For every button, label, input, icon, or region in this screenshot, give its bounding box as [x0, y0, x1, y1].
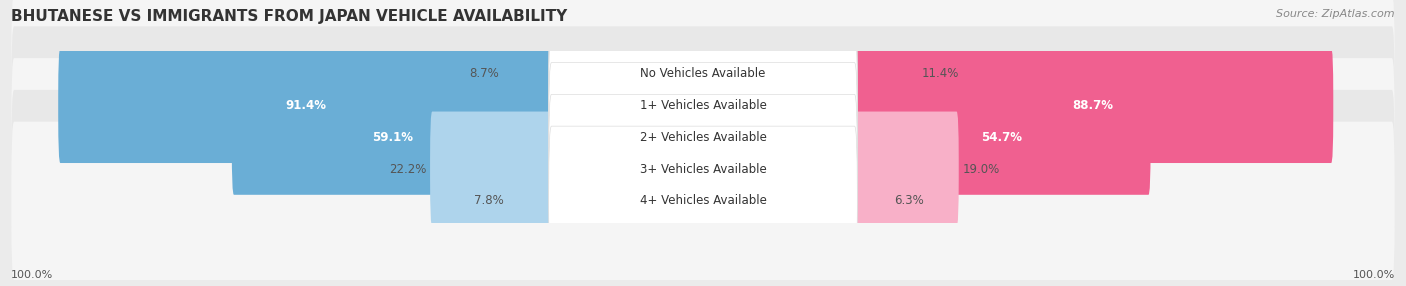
- FancyBboxPatch shape: [852, 112, 959, 227]
- FancyBboxPatch shape: [548, 126, 858, 275]
- FancyBboxPatch shape: [232, 80, 554, 195]
- Text: 91.4%: 91.4%: [285, 99, 326, 112]
- FancyBboxPatch shape: [11, 26, 1395, 185]
- FancyBboxPatch shape: [11, 58, 1395, 217]
- FancyBboxPatch shape: [11, 0, 1395, 153]
- FancyBboxPatch shape: [852, 16, 918, 131]
- FancyBboxPatch shape: [11, 122, 1395, 280]
- Text: 88.7%: 88.7%: [1073, 99, 1114, 112]
- Text: 7.8%: 7.8%: [474, 194, 503, 207]
- Text: 11.4%: 11.4%: [921, 67, 959, 80]
- FancyBboxPatch shape: [548, 94, 858, 244]
- FancyBboxPatch shape: [852, 80, 1150, 195]
- FancyBboxPatch shape: [11, 90, 1395, 248]
- FancyBboxPatch shape: [548, 31, 858, 180]
- Text: 22.2%: 22.2%: [389, 162, 426, 176]
- Text: 4+ Vehicles Available: 4+ Vehicles Available: [640, 194, 766, 207]
- Text: 59.1%: 59.1%: [373, 131, 413, 144]
- Text: 2+ Vehicles Available: 2+ Vehicles Available: [640, 131, 766, 144]
- Text: 54.7%: 54.7%: [981, 131, 1022, 144]
- FancyBboxPatch shape: [508, 143, 554, 258]
- Text: Source: ZipAtlas.com: Source: ZipAtlas.com: [1277, 9, 1395, 19]
- FancyBboxPatch shape: [58, 48, 554, 163]
- Text: 19.0%: 19.0%: [962, 162, 1000, 176]
- Text: 1+ Vehicles Available: 1+ Vehicles Available: [640, 99, 766, 112]
- FancyBboxPatch shape: [430, 112, 554, 227]
- Text: No Vehicles Available: No Vehicles Available: [640, 67, 766, 80]
- Text: 6.3%: 6.3%: [894, 194, 924, 207]
- Text: 100.0%: 100.0%: [1353, 270, 1395, 280]
- Text: 3+ Vehicles Available: 3+ Vehicles Available: [640, 162, 766, 176]
- FancyBboxPatch shape: [502, 16, 554, 131]
- Text: 8.7%: 8.7%: [470, 67, 499, 80]
- FancyBboxPatch shape: [548, 0, 858, 148]
- Text: BHUTANESE VS IMMIGRANTS FROM JAPAN VEHICLE AVAILABILITY: BHUTANESE VS IMMIGRANTS FROM JAPAN VEHIC…: [11, 9, 568, 23]
- Text: 100.0%: 100.0%: [11, 270, 53, 280]
- FancyBboxPatch shape: [852, 143, 890, 258]
- FancyBboxPatch shape: [852, 48, 1333, 163]
- FancyBboxPatch shape: [548, 63, 858, 212]
